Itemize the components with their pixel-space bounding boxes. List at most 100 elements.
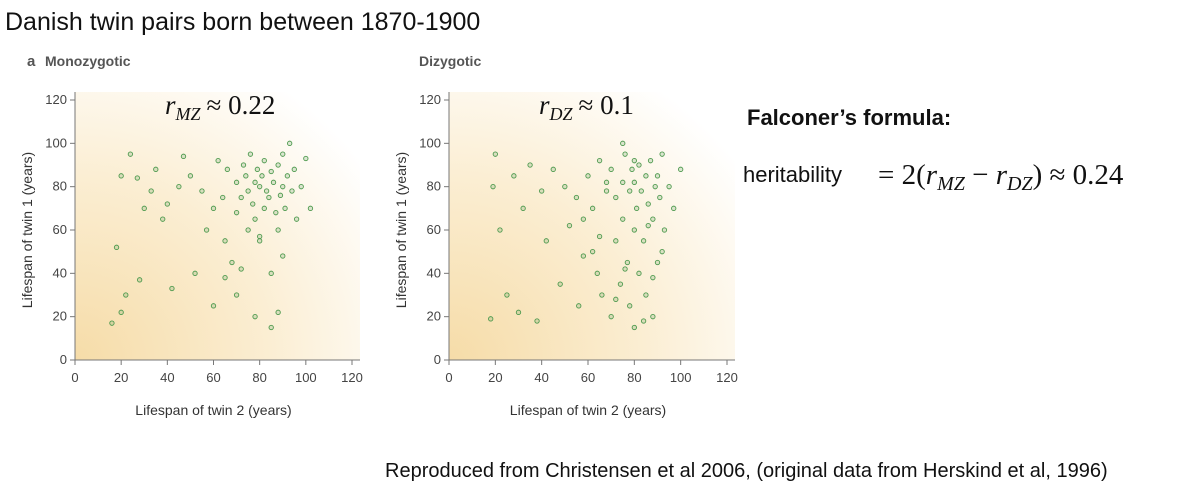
formula-lhs: heritability: [743, 162, 842, 187]
y-tick-label: 120: [419, 92, 441, 107]
point: [113, 244, 120, 250]
point: [233, 292, 240, 298]
annotation-relation: ≈ 0.1: [579, 90, 634, 120]
point: [576, 303, 582, 309]
y-tick-label: 100: [45, 135, 67, 150]
point: [580, 253, 587, 259]
y-tick-label: 80: [53, 179, 67, 194]
point: [233, 179, 240, 185]
point: [254, 166, 261, 172]
point: [659, 249, 665, 255]
point: [666, 184, 672, 190]
point: [247, 151, 254, 157]
point: [550, 166, 556, 172]
x-tick-label: 120: [716, 370, 738, 385]
point: [599, 292, 605, 298]
formula-part: ) ≈ 0.24: [1033, 159, 1124, 191]
point: [210, 303, 217, 309]
point: [659, 151, 665, 157]
point: [261, 158, 267, 164]
point: [187, 173, 194, 179]
point: [490, 184, 496, 190]
point: [220, 194, 226, 201]
y-tick-label: 80: [427, 179, 441, 194]
point: [273, 210, 279, 216]
point: [562, 184, 568, 190]
point: [233, 210, 240, 216]
annotation: rDZ ≈ 0.1: [539, 90, 634, 124]
point: [638, 188, 644, 194]
y-tick-label: 120: [45, 92, 67, 107]
point: [141, 205, 147, 211]
point: [647, 158, 654, 164]
point: [118, 309, 124, 315]
point: [257, 238, 263, 244]
x-tick-label: 100: [295, 370, 317, 385]
point: [282, 205, 288, 211]
point: [580, 216, 587, 222]
formula-part: = 2(: [878, 159, 926, 191]
point: [298, 184, 304, 190]
point: [603, 179, 610, 185]
panel-title: Dizygotic: [419, 53, 481, 69]
point: [123, 292, 129, 298]
point: [240, 162, 247, 168]
point: [650, 314, 656, 320]
point: [280, 151, 286, 157]
y-tick-label: 0: [434, 352, 441, 367]
point: [252, 216, 258, 222]
point: [661, 227, 668, 233]
point: [534, 318, 540, 324]
point: [557, 281, 563, 287]
x-tick-label: 100: [670, 370, 692, 385]
point: [293, 216, 300, 222]
point: [222, 275, 228, 281]
point: [594, 270, 600, 276]
point: [280, 184, 286, 190]
point: [160, 216, 166, 222]
point: [238, 194, 244, 201]
point: [520, 205, 526, 211]
point: [613, 238, 619, 244]
point: [515, 309, 522, 315]
point: [238, 266, 244, 272]
point: [263, 188, 270, 194]
point: [257, 233, 263, 240]
panel-label: a: [27, 53, 36, 70]
point: [622, 266, 628, 272]
x-tick-label: 80: [627, 370, 641, 385]
point: [259, 173, 265, 179]
point: [650, 275, 656, 281]
x-tick-label: 20: [114, 370, 128, 385]
point: [222, 238, 228, 244]
x-tick-label: 120: [341, 370, 363, 385]
annotation: rMZ ≈ 0.22: [165, 90, 275, 124]
point: [573, 194, 580, 201]
formula-part: r: [926, 159, 938, 191]
point: [203, 227, 210, 233]
footer: Reproduced from Christensen et al 2006, …: [385, 460, 1108, 482]
x-tick-label: 80: [252, 370, 266, 385]
point: [631, 179, 637, 185]
y-tick-label: 100: [419, 135, 441, 150]
point: [631, 158, 637, 164]
x-tick-label: 0: [71, 370, 78, 385]
point: [678, 166, 684, 172]
x-tick-label: 60: [206, 370, 220, 385]
point: [303, 155, 309, 162]
x-tick-label: 40: [534, 370, 548, 385]
point: [654, 173, 661, 179]
point: [252, 314, 258, 320]
y-tick-label: 60: [427, 222, 441, 237]
point: [224, 166, 231, 172]
point: [539, 188, 545, 194]
point: [596, 158, 603, 164]
annotation-symbol: r: [539, 90, 550, 120]
point: [543, 238, 549, 244]
panel-title: Monozygotic: [45, 53, 131, 69]
point: [657, 194, 663, 201]
point: [229, 259, 235, 266]
point: [497, 227, 503, 233]
point: [634, 205, 640, 211]
